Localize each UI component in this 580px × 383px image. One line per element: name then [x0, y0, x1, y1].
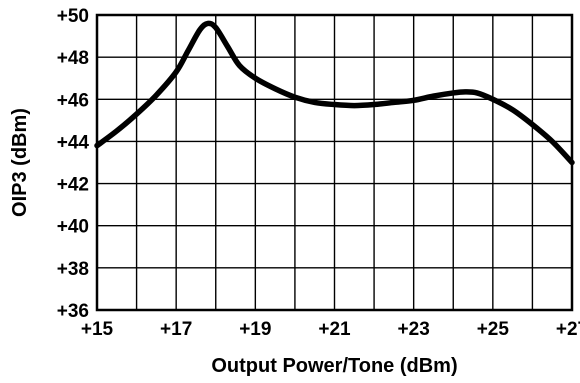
x-axis-title: Output Power/Tone (dBm) — [211, 355, 457, 377]
x-tick-label: +23 — [398, 319, 430, 340]
y-axis-title: OIP3 (dBm) — [9, 108, 31, 217]
y-tick-label: +44 — [57, 132, 90, 153]
y-tick-label: +36 — [57, 301, 89, 322]
y-tick-label: +38 — [57, 259, 89, 280]
grid-lines — [96, 14, 573, 311]
x-tick-label: +15 — [81, 319, 114, 340]
y-tick-label: +50 — [57, 6, 89, 27]
x-tick-label: +25 — [477, 319, 510, 340]
x-tick-labels: +15 +17 +19 +21 +23 +25 +27 — [81, 319, 580, 340]
oip3-series-line — [94, 20, 575, 166]
y-tick-label: +40 — [57, 217, 89, 238]
y-tick-label: +48 — [57, 48, 89, 69]
x-tick-label: +17 — [160, 319, 192, 340]
y-tick-label: +42 — [57, 175, 89, 196]
y-tick-label: +46 — [57, 90, 89, 111]
x-tick-label: +19 — [239, 319, 271, 340]
y-tick-labels: +36 +38 +40 +42 +44 +46 +48 +50 — [57, 6, 90, 322]
x-tick-label: +21 — [318, 319, 351, 340]
x-tick-label: +27 — [556, 319, 580, 340]
